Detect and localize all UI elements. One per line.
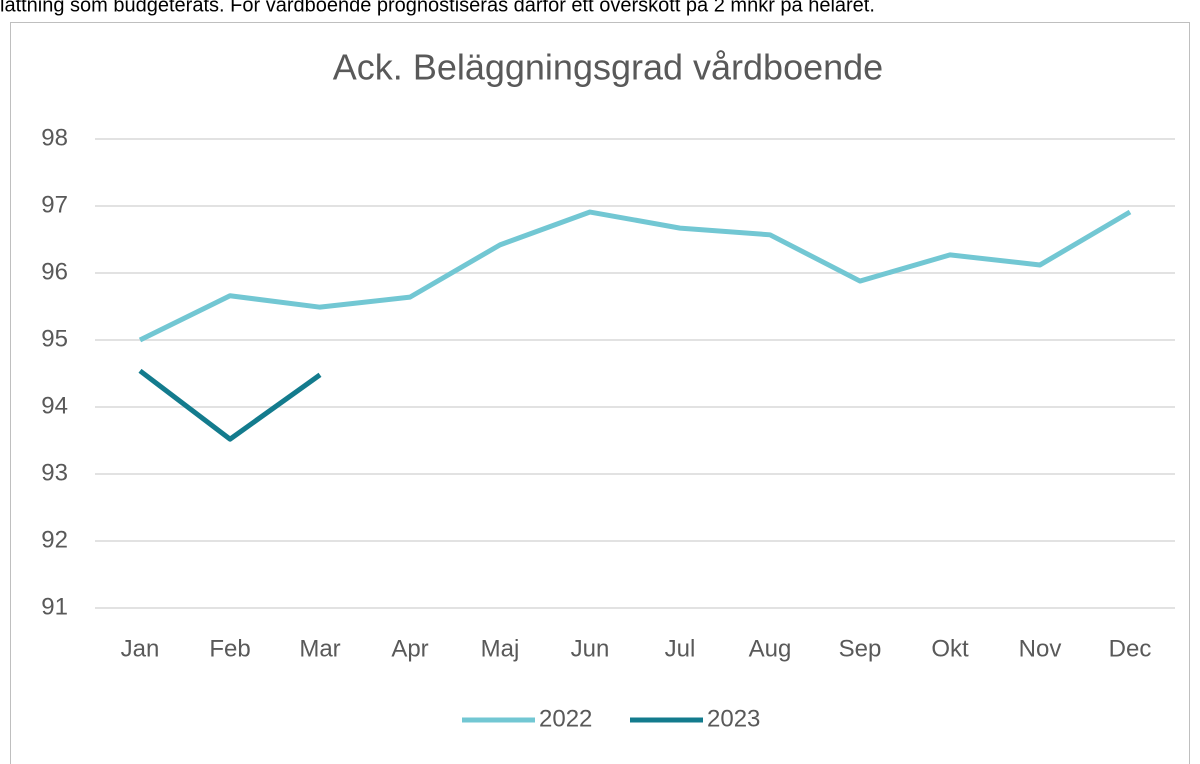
- x-tick-label: Jul: [665, 635, 696, 662]
- x-tick-label: Jan: [121, 635, 160, 662]
- y-tick-label: 97: [41, 191, 68, 218]
- y-tick-label: 92: [41, 526, 68, 553]
- y-tick-label: 94: [41, 392, 68, 419]
- x-tick-label: Mar: [299, 635, 340, 662]
- line-series: [138, 368, 322, 442]
- x-tick-label: Feb: [209, 635, 250, 662]
- y-tick-label: 91: [41, 593, 68, 620]
- legend-label: 2023: [707, 705, 760, 732]
- x-tick-label: Nov: [1019, 635, 1062, 662]
- y-tick-label: 98: [41, 124, 68, 151]
- x-tick-label: Sep: [839, 635, 882, 662]
- document-text: lättning som budgeterats. För vårdboende…: [0, 0, 875, 16]
- chart-title: Ack. Beläggningsgrad vårdboende: [333, 47, 883, 88]
- chart-frame: [10, 22, 1190, 764]
- x-tick-label: Apr: [391, 635, 428, 662]
- x-tick-label: Dec: [1109, 635, 1152, 662]
- y-tick-label: 93: [41, 459, 68, 486]
- legend-label: 2022: [539, 705, 592, 732]
- x-tick-label: Maj: [481, 635, 520, 662]
- x-tick-label: Okt: [931, 635, 969, 662]
- x-tick-label: Aug: [749, 635, 792, 662]
- y-tick-label: 96: [41, 258, 68, 285]
- line-series: [138, 209, 1132, 343]
- y-tick-label: 95: [41, 325, 68, 352]
- x-tick-label: Jun: [571, 635, 610, 662]
